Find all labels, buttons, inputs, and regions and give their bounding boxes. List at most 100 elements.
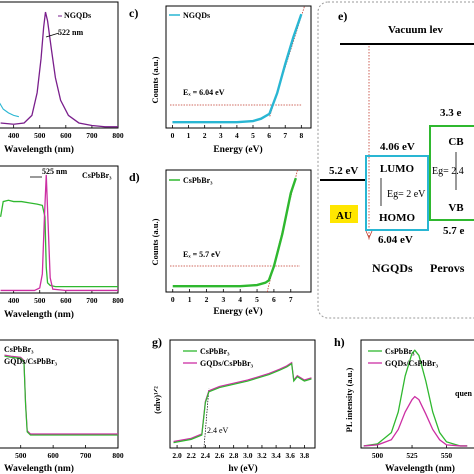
quench-label: quen [455,389,472,398]
perovskite-bandgap: Eg= 2.4 [432,166,464,177]
x-tick-label: 0 [171,295,175,304]
legend-cspbbr3: CsPbBr₃ [4,345,34,354]
legend-cspbbr3: CsPbBr₃ [385,347,415,356]
x-tick-label: 3.0 [243,451,253,460]
homo-label: HOMO [379,212,415,224]
peak-label: 525 nm [42,167,67,176]
plot-frame [165,5,312,129]
au-box [330,205,358,223]
x-tick-label: 600 [60,131,72,140]
cspbbr3-line [173,362,312,444]
x-tick-label: 6 [267,131,271,140]
x-tick-label: 400 [8,296,20,305]
gqds-cspbbr3-line [4,354,118,435]
y-axis-label: (αhν)¹ᐟ² [152,386,162,414]
y-axis-label: Counts (a.u.) [150,218,160,265]
plot-frame [169,339,316,449]
ngqds-box [365,155,429,231]
x-tick-label: 3.2 [257,451,267,460]
panel-ngqds-pl: 400 500 600 700 800 NGQDs 522 nm Wavelength … [0,1,124,155]
legend-gqds-cspbbr3: GQDs/CsPbBr₃ [385,359,439,368]
x-tick-label: 500 [15,451,27,460]
panel-cspbbr3-abs-pl: 400 500 600 700 800 525 nm CsPbBr₃ Wavelengt… [0,165,124,320]
peak-arrow [45,32,60,38]
cb-energy: 3.3 e [440,107,462,119]
x-tick-label: 800 [112,131,124,140]
panel-letter-e: e) [338,9,347,23]
bandgap-label: 2.4 eV [207,426,229,435]
tangent-line [203,388,210,449]
panel-letter-c: c) [129,6,138,20]
x-axis-label: Wavelength (nm) [4,309,74,320]
x-ticks: 0 1 2 3 4 5 6 7 8 [171,125,303,140]
x-axis-label: Wavelength (nm) [4,463,74,474]
plot-frame [0,165,119,294]
arrow-head [365,230,370,239]
panel-g: g) (αhν)¹ᐟ² 2.0 2.2 2.4 2.6 2.8 3.0 3.2 3.4 3.6 3… [152,335,316,474]
x-tick-label: 2.4 [201,451,211,460]
gqds-cspbbr3-line [173,361,312,443]
x-ticks: 500 600 700 800 [15,445,124,460]
gqds-cspbbr3-line [363,395,468,447]
x-axis-label: hν (eV) [228,463,257,474]
legend-gqds-cspbbr3: GQDs/CsPbBr₃ [200,359,254,368]
au-level-label: 5.2 eV [329,165,358,177]
x-tick-label: 6 [272,295,276,304]
ngqds-label: NGQDs [372,261,413,275]
x-tick-label: 525 [406,451,418,460]
plot-frame [0,1,119,129]
y-axis-label: Counts (a.u.) [150,56,160,103]
lumo-energy: 4.06 eV [380,141,415,153]
ngqds-pl-line [0,11,118,128]
x-tick-label: 800 [112,296,124,305]
panel-letter-d: d) [129,170,140,184]
cspbbr3-pl-line [0,174,118,292]
x-tick-label: 400 [8,131,20,140]
cb-label: CB [448,136,464,148]
homo-energy: 6.04 eV [378,234,413,246]
x-tick-label: 2 [205,295,209,304]
x-ticks: 400 500 600 700 800 [8,290,124,305]
x-tick-label: 8 [299,131,303,140]
x-ticks: 0 1 2 3 4 5 6 7 [171,289,293,304]
x-tick-label: 500 [34,296,46,305]
ngqds-ups-line [172,13,303,124]
panel-h: h) PL intensity (a.u.) 500 525 550 CsPbBr₃… [334,335,474,474]
x-axis-label: Energy (eV) [213,144,262,155]
x-ticks: 2.0 2.2 2.4 2.6 2.8 3.0 3.2 3.4 3.6 3.8 [172,445,309,460]
x-axis-label: Energy (eV) [213,306,262,317]
onset-label: Eₓ = 6.04 eV [183,88,225,97]
cspbbr3-line [4,355,118,436]
x-tick-label: 1 [187,131,191,140]
panel-d: d) Counts (a.u.) 0 1 2 3 4 5 6 7 CsPbBr₃ Eₓ = 5… [129,169,312,317]
cspbbr3-abs-line [0,199,118,288]
legend-ngqds: NGQDs [64,11,91,20]
x-tick-label: 3.8 [300,451,310,460]
onset-label: Eₓ = 5.7 eV [183,250,221,259]
vb-energy: 5.7 e [443,225,465,237]
x-tick-label: 5 [255,295,259,304]
legend-gqds-cspbbr3: GQDs/CsPbBr₃ [4,357,58,366]
x-tick-label: 600 [60,296,72,305]
cspbbr3-line [363,349,468,447]
vacuum-level-label: Vacuum lev [388,24,443,36]
ngqds-bandgap: Eg= 2 eV [387,189,426,200]
x-tick-label: 1 [188,295,192,304]
cspbbr3-ups-line [172,177,297,288]
x-axis-label: Wavelength (nm) [4,144,74,155]
x-ticks: 400 500 600 700 800 [8,125,124,140]
peak-label: 522 nm [58,28,83,37]
x-tick-label: 700 [86,131,98,140]
legend-cspbbr3: CsPbBr₃ [200,347,230,356]
arrow-head [368,230,373,239]
legend-cspbbr3: CsPbBr₃ [82,171,112,180]
x-tick-label: 3 [221,295,225,304]
x-tick-label: 600 [48,451,60,460]
x-tick-label: 3 [219,131,223,140]
vb-label: VB [448,202,464,214]
perovskite-label: Perovs [430,261,465,275]
perovskite-box [429,125,474,221]
x-axis-label: Wavelength (nm) [385,463,455,474]
x-tick-label: 7 [289,295,293,304]
